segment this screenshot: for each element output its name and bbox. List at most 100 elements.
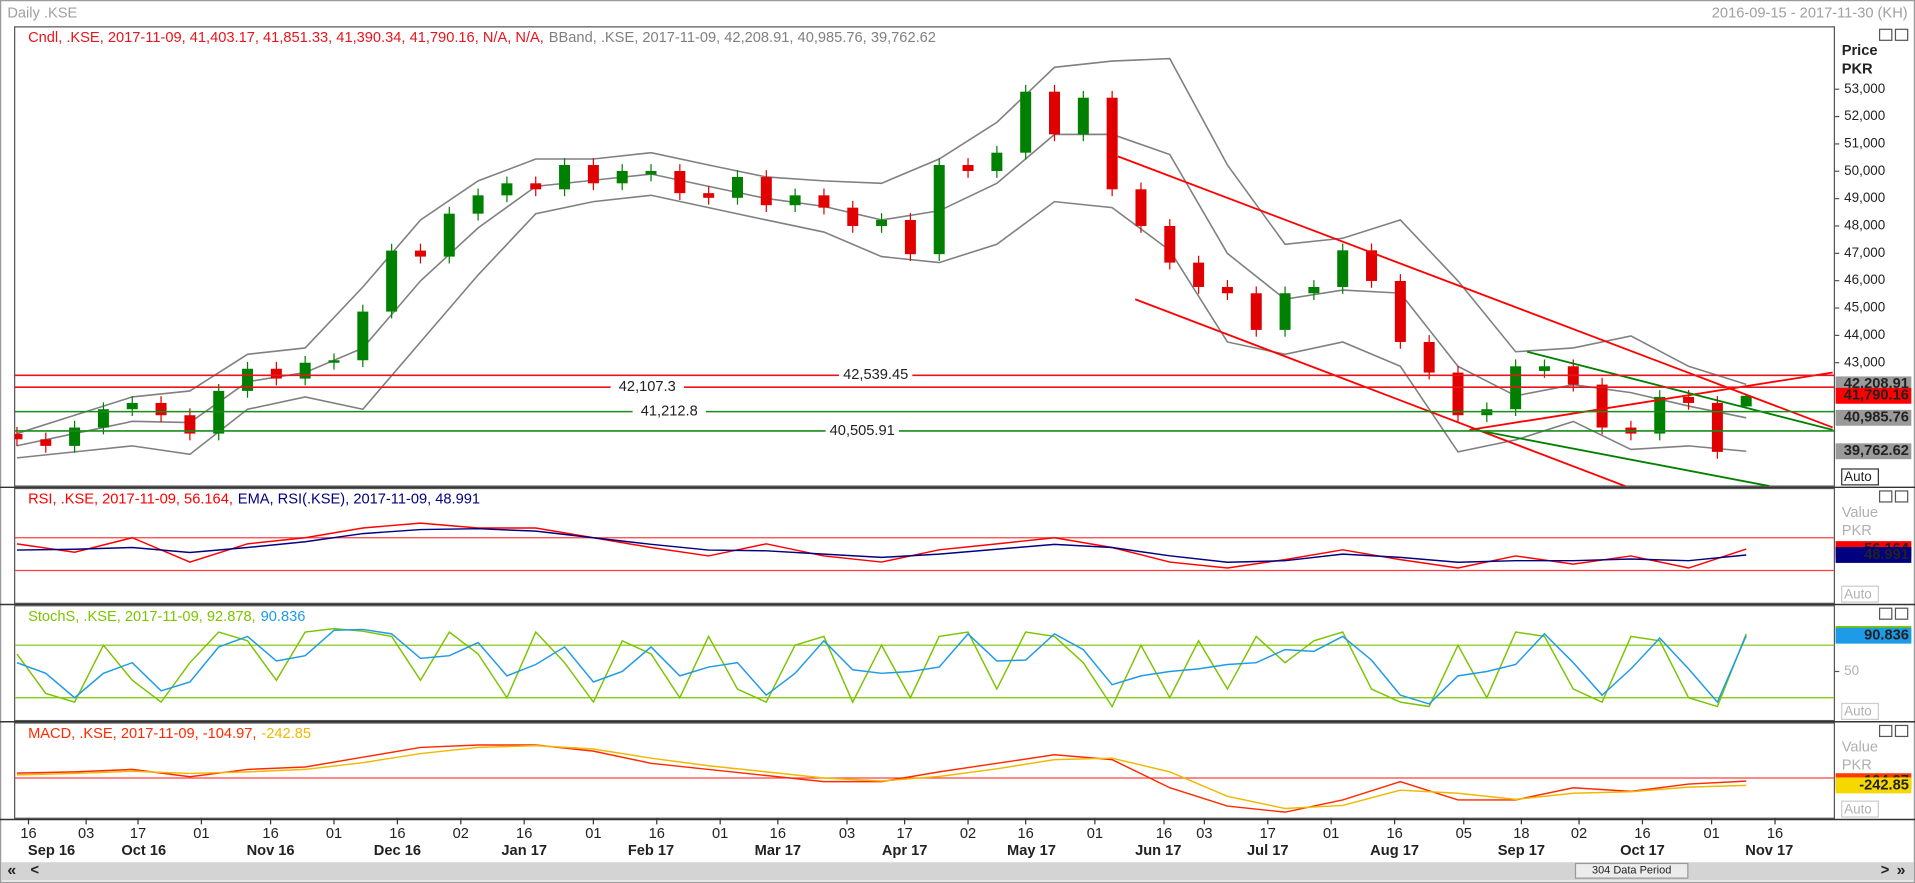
- trend-line: [1134, 298, 1626, 487]
- month-label: Oct 17: [1620, 843, 1665, 859]
- trend-line: [1469, 371, 1833, 431]
- trend-line: [1117, 155, 1833, 429]
- trend-line: [1526, 350, 1833, 431]
- candle-body: [847, 207, 859, 226]
- x-tick-label: 16: [262, 826, 278, 842]
- x-tick-label: 01: [1323, 826, 1339, 842]
- legend-entry: RSI, .KSE, 2017-11-09, 56.164,: [28, 491, 233, 507]
- candle-body: [40, 439, 52, 446]
- window-title: Daily .KSE: [7, 5, 77, 21]
- x-tick-label: 18: [1513, 826, 1529, 842]
- x-tick-label: 16: [389, 826, 405, 842]
- candle-body: [126, 402, 138, 410]
- candle-body: [731, 177, 743, 198]
- level-label: 42,539.45: [843, 367, 908, 383]
- axis-unit-label: PKR: [1842, 61, 1873, 77]
- x-tick-label: 17: [1260, 826, 1276, 842]
- x-tick-label: 16: [1767, 826, 1783, 842]
- x-tick-label: 03: [839, 826, 855, 842]
- auto-scale-box[interactable]: [1841, 702, 1879, 720]
- y-tick-label: 50,000: [1844, 163, 1885, 178]
- candle-body: [1740, 395, 1752, 407]
- panel: [14, 26, 1836, 487]
- candle-body: [645, 171, 657, 175]
- candle-body: [270, 368, 282, 379]
- x-tick-label: 16: [1386, 826, 1402, 842]
- y-tick-label: 46,000: [1844, 272, 1885, 287]
- value-tag: [1835, 777, 1912, 794]
- indicator-line: [16, 527, 1747, 564]
- auto-scale-box[interactable]: [1841, 585, 1879, 603]
- candle-body: [876, 219, 888, 226]
- month-label: Nov 17: [1745, 843, 1793, 859]
- candle-body: [357, 311, 369, 361]
- candle-body: [69, 427, 81, 446]
- value-tag: [1835, 409, 1912, 426]
- candle-body: [1164, 225, 1176, 263]
- value-tag: [1835, 443, 1912, 460]
- candle-body: [1452, 372, 1464, 416]
- trend-line: [1475, 428, 1770, 487]
- month-label: Jan 17: [501, 843, 547, 859]
- candle-body: [587, 164, 599, 184]
- panel: [14, 722, 1836, 819]
- candle-body: [1077, 97, 1089, 135]
- panel-maximize[interactable]: [1878, 28, 1893, 41]
- candle-body: [414, 250, 426, 257]
- auto-scale-box[interactable]: [1841, 468, 1879, 486]
- auto-scale[interactable]: Auto: [1844, 469, 1872, 484]
- y-tick-label: 44,000: [1844, 327, 1885, 342]
- panel-maximize[interactable]: [1878, 490, 1893, 503]
- y-tick-label: 47,000: [1844, 245, 1885, 260]
- candle-body: [443, 213, 455, 257]
- auto-scale-box[interactable]: [1841, 800, 1879, 818]
- bollinger-upper: [16, 57, 1747, 435]
- candle-body: [1020, 91, 1032, 153]
- x-tick-label: 01: [1087, 826, 1103, 842]
- month-label: Aug 17: [1370, 843, 1419, 859]
- panel: [14, 605, 1836, 722]
- auto-scale[interactable]: Auto: [1844, 801, 1872, 816]
- value-tag: [1835, 387, 1912, 404]
- panel-close[interactable]: [1894, 724, 1909, 738]
- level-label-bg: [632, 404, 706, 419]
- legend-entry: EMA, RSI(.KSE), 2017-11-09, 48.991: [238, 491, 480, 507]
- y-tick-label: 48,000: [1844, 218, 1885, 233]
- x-tick-label: 03: [1196, 826, 1212, 842]
- scrollbar[interactable]: [1, 862, 1914, 881]
- auto-scale[interactable]: Auto: [1844, 586, 1872, 601]
- scroll-prev[interactable]: <: [31, 863, 40, 879]
- scroll-thumb[interactable]: [1574, 862, 1689, 879]
- panel-close[interactable]: [1894, 490, 1909, 503]
- month-label: Mar 17: [755, 843, 801, 859]
- indicator-line: [16, 628, 1747, 705]
- panel-maximize[interactable]: [1878, 724, 1893, 738]
- scroll-last[interactable]: »: [1897, 862, 1906, 879]
- auto-scale[interactable]: Auto: [1844, 704, 1872, 719]
- candle-body: [14, 433, 23, 440]
- candle-body: [616, 171, 628, 184]
- x-tick-label: 16: [770, 826, 786, 842]
- candle-body: [155, 402, 167, 416]
- panel-close[interactable]: [1894, 28, 1909, 41]
- panel-maximize[interactable]: [1878, 607, 1893, 620]
- legend: MACD, .KSE, 2017-11-09, -104.97, -242.85: [28, 726, 311, 742]
- month-label: Sep 16: [28, 843, 75, 859]
- scroll-next[interactable]: >: [1881, 863, 1890, 879]
- candle-body: [1049, 91, 1061, 135]
- panel-close[interactable]: [1894, 607, 1909, 620]
- y-tick-label: 53,000: [1844, 81, 1885, 96]
- candle-body: [299, 362, 311, 379]
- legend: RSI, .KSE, 2017-11-09, 56.164, EMA, RSI(.…: [28, 491, 480, 507]
- legend-entry: Cndl, .KSE, 2017-11-09, 41,403.17, 41,85…: [28, 30, 544, 46]
- candle-body: [1423, 341, 1435, 373]
- candle-body: [1337, 250, 1349, 287]
- candle-body: [760, 177, 772, 206]
- bollinger-lower: [16, 194, 1747, 459]
- scroll-first[interactable]: «: [7, 862, 16, 879]
- candle-body: [1106, 97, 1118, 190]
- legend-entry: 90.836: [261, 609, 306, 625]
- y-tick-label: 52,000: [1844, 108, 1885, 123]
- candle-body: [933, 164, 945, 255]
